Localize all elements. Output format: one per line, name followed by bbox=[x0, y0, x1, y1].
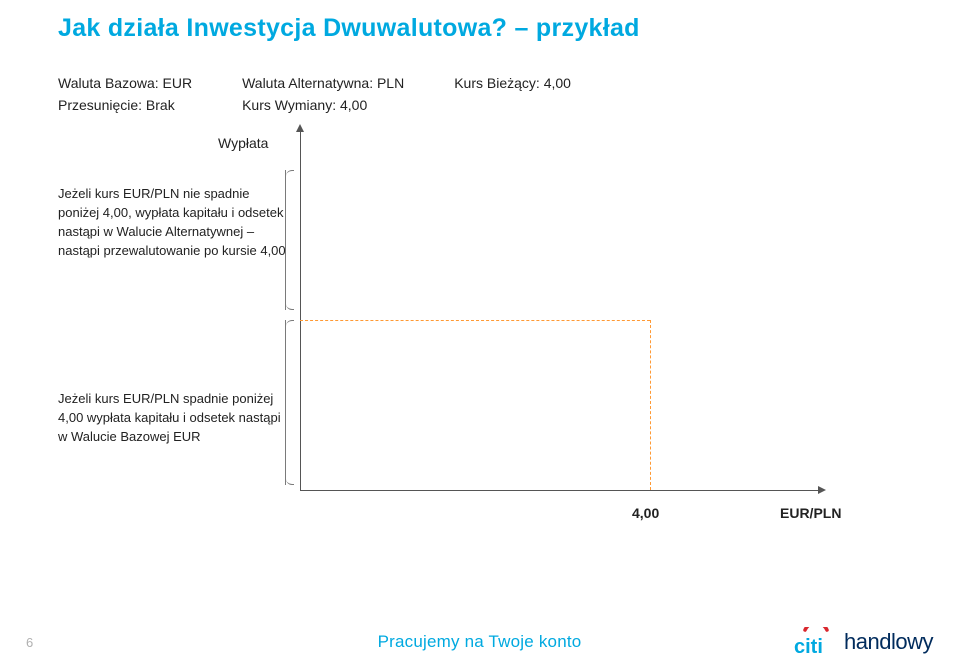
page-title: Jak działa Inwestycja Dwuwalutowa? – prz… bbox=[58, 14, 640, 43]
x-axis-line bbox=[300, 490, 820, 491]
param-col-1: Waluta Bazowa: EUR Przesunięcie: Brak bbox=[58, 72, 192, 117]
y-axis-line bbox=[300, 130, 301, 490]
citi-handlowy-logo: citi handlowy bbox=[792, 627, 933, 657]
payout-chart bbox=[300, 130, 850, 515]
x-axis-arrow-icon bbox=[818, 486, 826, 494]
citi-logo-icon: citi bbox=[792, 627, 840, 657]
y-axis-arrow-icon bbox=[296, 124, 304, 132]
param-base-currency: Waluta Bazowa: EUR bbox=[58, 72, 192, 94]
param-shift: Przesunięcie: Brak bbox=[58, 94, 192, 116]
param-col-2: Waluta Alternatywna: PLN Kurs Wymiany: 4… bbox=[242, 72, 404, 117]
param-col-3: Kurs Bieżący: 4,00 bbox=[454, 72, 571, 117]
x-axis-unit-label: EUR/PLN bbox=[780, 505, 841, 521]
param-exchange-rate: Kurs Wymiany: 4,00 bbox=[242, 94, 404, 116]
svg-text:citi: citi bbox=[794, 636, 823, 657]
handlowy-text: handlowy bbox=[844, 629, 933, 655]
parameters-row: Waluta Bazowa: EUR Przesunięcie: Brak Wa… bbox=[58, 72, 571, 117]
page-number: 6 bbox=[26, 635, 33, 650]
param-alt-currency: Waluta Alternatywna: PLN bbox=[242, 72, 404, 94]
x-axis-tick-label: 4,00 bbox=[632, 505, 659, 521]
dashed-horizontal-line bbox=[300, 320, 650, 321]
y-axis-label: Wypłata bbox=[218, 135, 268, 151]
dashed-vertical-line bbox=[650, 320, 651, 490]
callout-lower-text: Jeżeli kurs EUR/PLN spadnie poniżej 4,00… bbox=[58, 390, 288, 447]
footer-slogan: Pracujemy na Twoje konto bbox=[378, 632, 582, 652]
page-footer: 6 Pracujemy na Twoje konto citi handlowy bbox=[0, 616, 959, 668]
callout-upper-text: Jeżeli kurs EUR/PLN nie spadnie poniżej … bbox=[58, 185, 288, 260]
param-current-rate: Kurs Bieżący: 4,00 bbox=[454, 72, 571, 94]
